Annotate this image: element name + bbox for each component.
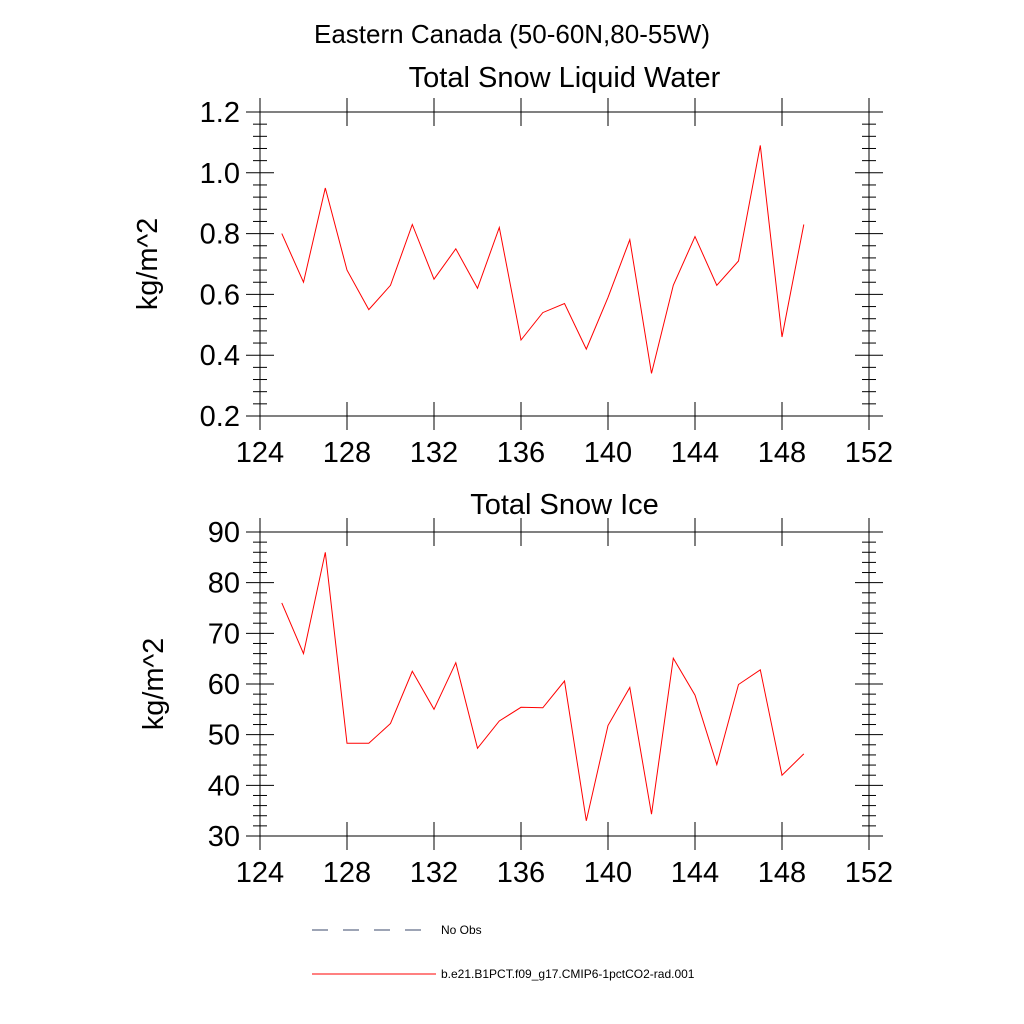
x-tick-label: 124 — [236, 437, 284, 469]
x-tick-label: 124 — [236, 857, 284, 889]
y-axis-label: kg/m^2 — [138, 638, 170, 731]
y-tick-label: 80 — [208, 568, 240, 600]
panel-snow-ice: Total Snow Ice 124 128 132 136 140 144 148 152 30… — [138, 489, 893, 889]
plot-frame — [259, 111, 870, 417]
y-tick-label: 0.8 — [200, 219, 240, 251]
y-tick-label: 40 — [208, 770, 240, 802]
y-tick-label: 0.6 — [200, 279, 240, 311]
y-tick-label: 50 — [208, 720, 240, 752]
x-tick-label: 140 — [584, 857, 632, 889]
y-tick-label: 70 — [208, 618, 240, 650]
figure-title: Eastern Canada (50-60N,80-55W) — [314, 19, 710, 49]
legend-obs-label: No Obs — [441, 923, 482, 937]
y-tick-label: 30 — [208, 821, 240, 853]
panel-title: Total Snow Liquid Water — [409, 62, 721, 94]
x-tick-label: 132 — [410, 857, 458, 889]
x-tick-label: 128 — [323, 437, 371, 469]
y-tick-label: 1.0 — [200, 158, 240, 190]
y-tick-label: 1.2 — [200, 97, 240, 129]
x-tick-label: 148 — [758, 437, 806, 469]
x-tick-label: 152 — [845, 857, 893, 889]
x-tick-label: 144 — [671, 437, 719, 469]
x-tick-label: 144 — [671, 857, 719, 889]
y-axis-label: kg/m^2 — [132, 218, 164, 311]
x-tick-label: 148 — [758, 857, 806, 889]
x-tick-label: 152 — [845, 437, 893, 469]
legend: No Obs b.e21.B1PCT.f09_g17.CMIP6-1pctCO2… — [312, 923, 695, 981]
series-line — [281, 552, 805, 821]
y-tick-label: 0.2 — [200, 401, 240, 433]
panel-title: Total Snow Ice — [470, 489, 659, 521]
legend-model-label: b.e21.B1PCT.f09_g17.CMIP6-1pctCO2-rad.00… — [441, 967, 695, 981]
x-tick-label: 128 — [323, 857, 371, 889]
x-tick-label: 136 — [497, 857, 545, 889]
y-tick-label: 90 — [208, 517, 240, 549]
x-tick-label: 136 — [497, 437, 545, 469]
series-line — [281, 145, 805, 374]
y-tick-label: 60 — [208, 669, 240, 701]
x-tick-label: 132 — [410, 437, 458, 469]
x-tick-label: 140 — [584, 437, 632, 469]
y-tick-label: 0.4 — [200, 340, 240, 372]
panel-snow-liquid-water: Total Snow Liquid Water 124 128 132 136 140 14… — [132, 62, 893, 469]
